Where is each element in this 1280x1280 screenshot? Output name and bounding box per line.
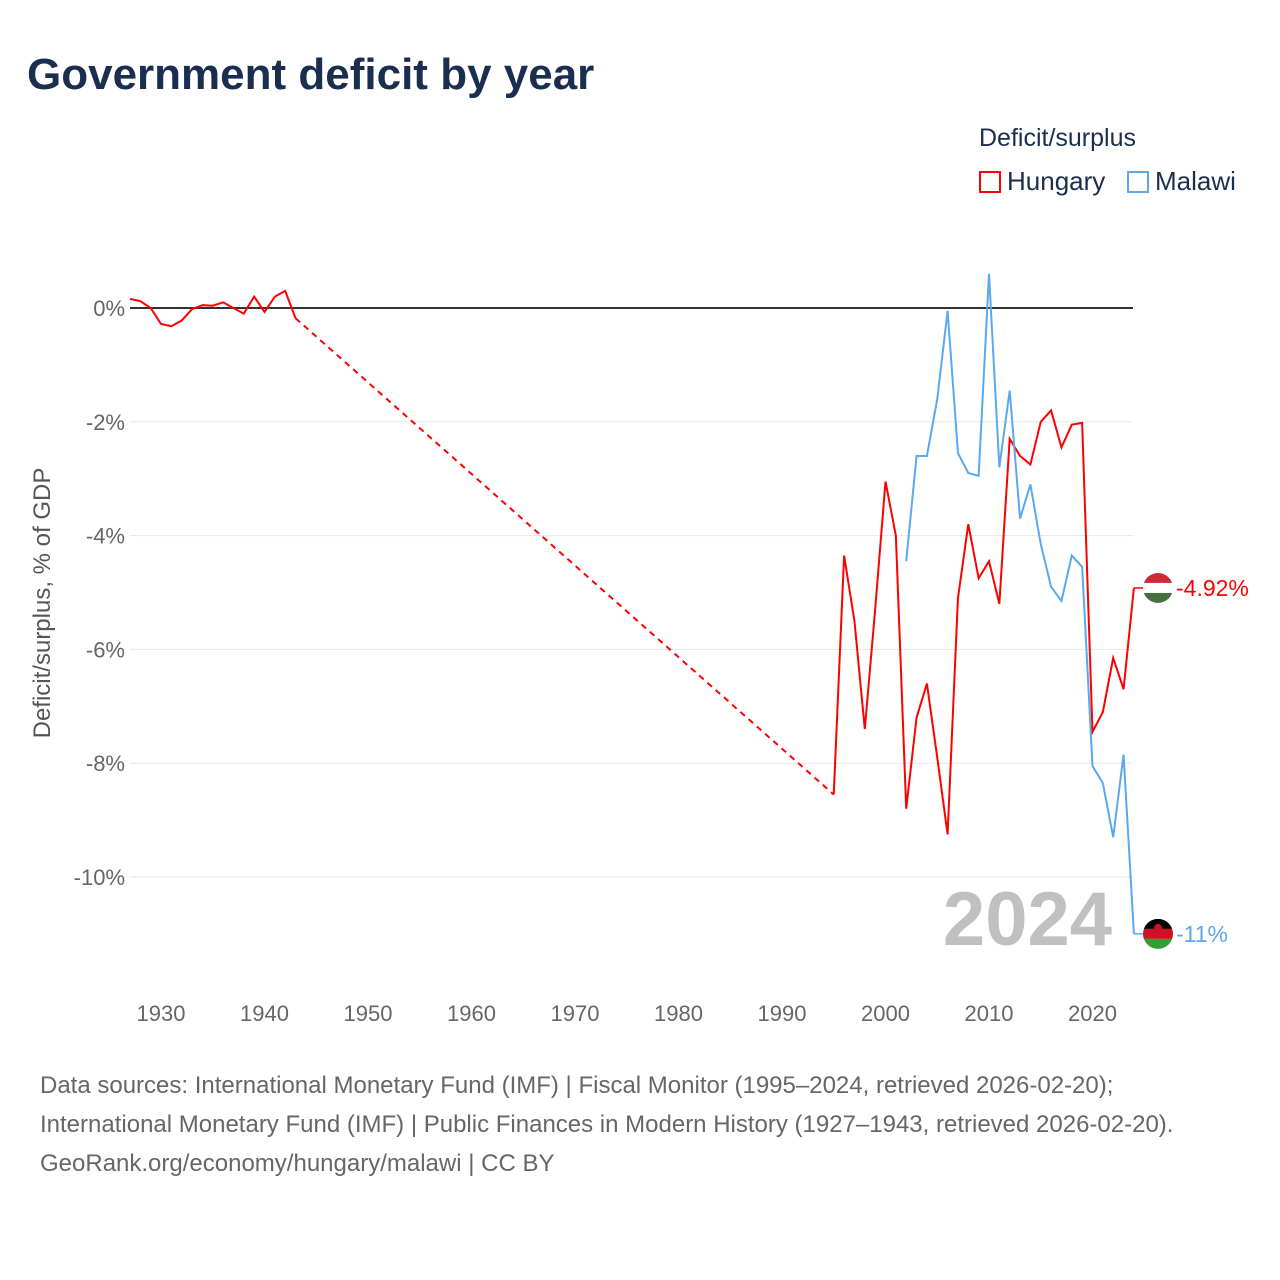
hungary-flag-icon (1143, 572, 1173, 603)
x-tick-label: 2020 (1068, 1001, 1117, 1026)
chart-title: Government deficit by year (27, 50, 595, 99)
chart-area: 2024 0% -2% -4% -6% -8% -10% 1930 1940 1950 1960 1… (29, 273, 1249, 1026)
series-line-malawi (905, 273, 1135, 934)
series-gap-hungary (294, 317, 835, 796)
legend-swatch-hungary (979, 170, 1001, 193)
x-tick-label: 1960 (447, 1001, 496, 1026)
x-tick-label: 1930 (137, 1001, 186, 1026)
y-tick-label: -2% (86, 410, 125, 435)
x-tick-label: 1980 (654, 1001, 703, 1026)
legend-swatch-malawi (1127, 170, 1149, 193)
y-tick-label: -10% (74, 865, 125, 890)
end-value-label: -11% (1176, 921, 1228, 947)
y-tick-label: -8% (86, 751, 125, 776)
y-tick-label: 0% (93, 296, 125, 321)
flag-stripe (1143, 928, 1173, 939)
y-axis-label: Deficit/surplus, % of GDP (29, 468, 56, 739)
x-tick-label: 1970 (551, 1001, 600, 1026)
credit-link[interactable]: GeoRank.org/economy/hungary/malawi | CC … (40, 1150, 555, 1177)
flag-stripe (1143, 938, 1173, 949)
malawi-flag-icon (1143, 918, 1173, 949)
flag-sun (1154, 923, 1162, 932)
year-watermark: 2024 (943, 877, 1112, 962)
y-tick-label: -4% (86, 524, 125, 549)
flag-stripe (1143, 582, 1173, 593)
x-tick-label: 2000 (861, 1001, 910, 1026)
flag-stripe (1143, 572, 1173, 583)
legend-title: Deficit/surplus (979, 124, 1136, 152)
series-line-hungary (129, 289, 297, 328)
legend-item-malawi[interactable]: Malawi (1127, 166, 1236, 197)
legend-item-hungary[interactable]: Hungary (979, 166, 1105, 197)
x-tick-label: 1950 (344, 1001, 393, 1026)
x-tick-label: 2010 (965, 1001, 1014, 1026)
data-sources: Data sources: International Monetary Fun… (40, 1072, 1174, 1138)
x-tick-label: 1990 (758, 1001, 807, 1026)
y-tick-label: -6% (86, 637, 125, 662)
flag-stripe (1143, 592, 1173, 603)
end-value-label: -4.92% (1176, 575, 1249, 601)
series-line-hungary (832, 408, 1135, 835)
footer: Data sources: International Monetary Fun… (40, 1066, 1240, 1183)
legend-label: Hungary (1007, 166, 1106, 196)
legend-label: Malawi (1155, 166, 1236, 196)
x-tick-label: 1940 (240, 1001, 289, 1026)
